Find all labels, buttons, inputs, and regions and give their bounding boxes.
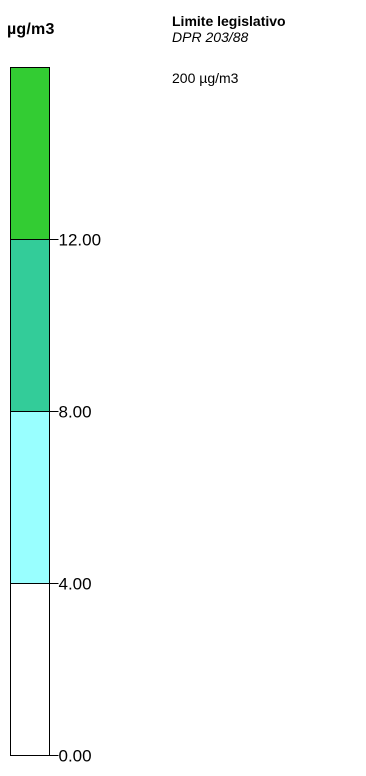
scale-tick-label-4: 4.00 bbox=[59, 575, 92, 594]
scale-band-4-8 bbox=[10, 411, 50, 584]
legislative-limit-panel: Limite legislativo DPR 203/88 200 µg/m3 bbox=[172, 13, 362, 86]
scale-band-0-4 bbox=[10, 583, 50, 756]
legislative-limit-decree: DPR 203/88 bbox=[172, 29, 249, 45]
scale-tick-label-8: 8.00 bbox=[59, 403, 92, 422]
legislative-limit-value: 200 µg/m3 bbox=[172, 70, 239, 86]
scale-band-12-16 bbox=[10, 67, 50, 240]
scale-tick-label-0: 0.00 bbox=[59, 747, 92, 766]
scale-tick-label-12: 12.00 bbox=[59, 231, 102, 250]
scale-band-8-12 bbox=[10, 239, 50, 412]
unit-label: µg/m3 bbox=[7, 21, 55, 38]
legislative-limit-title: Limite legislativo bbox=[172, 13, 286, 29]
color-scale-legend: 12.00 8.00 4.00 0.00 bbox=[10, 67, 102, 766]
